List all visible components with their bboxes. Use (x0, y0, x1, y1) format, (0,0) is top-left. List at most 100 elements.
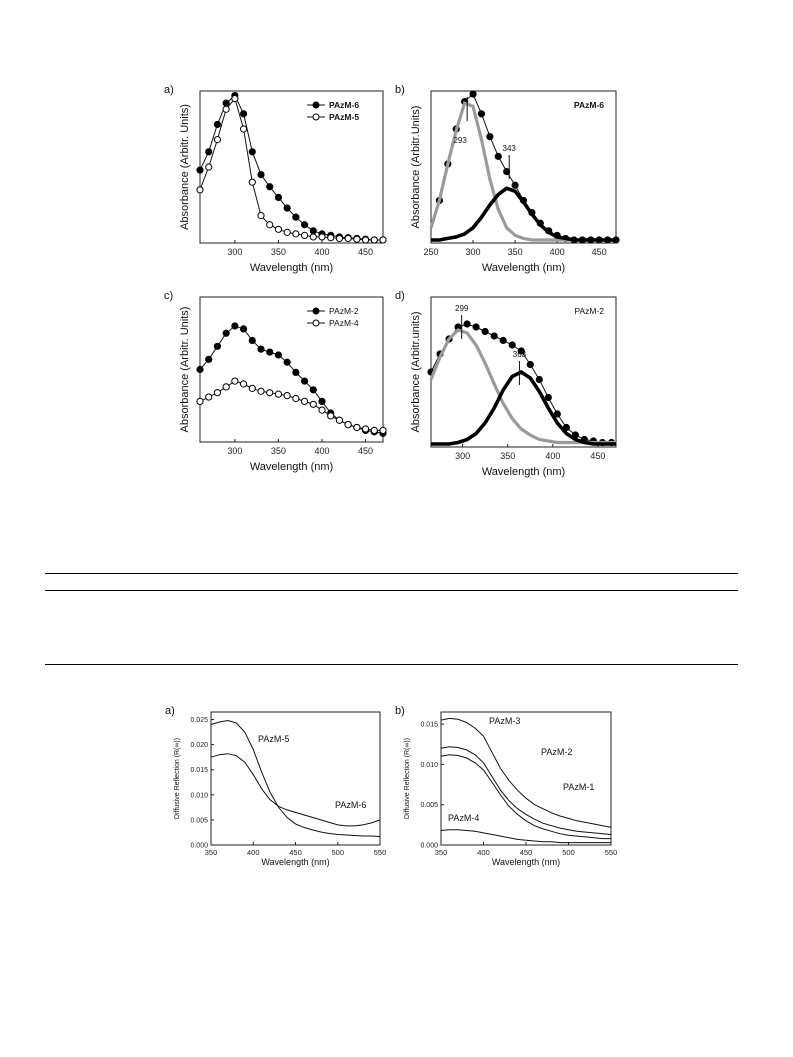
data-point (248, 148, 256, 156)
x-tick-label: 500 (331, 848, 344, 857)
series-line (429, 101, 616, 242)
inset-label: PAzM-6 (574, 100, 604, 110)
y-tick-label: 0.020 (190, 742, 208, 749)
y-tick-label: 0.010 (190, 792, 208, 799)
y-tick-label: 0.010 (420, 762, 438, 769)
x-tick-label: 300 (466, 247, 481, 257)
data-point (266, 221, 274, 229)
data-point (239, 325, 248, 333)
x-tick-label: 400 (550, 247, 565, 257)
data-point (283, 228, 291, 236)
chart-panel-4: 300 350 400 450 Wavelength (nm) Absorbance (A… (395, 290, 617, 478)
x-tick-label: 350 (435, 848, 448, 857)
data-point (266, 389, 274, 397)
legend-marker (312, 101, 320, 109)
x-axis-label: Wavelength (nm) (250, 461, 333, 473)
data-point (535, 375, 543, 384)
data-point (344, 421, 352, 429)
legend-label: PAzM-4 (329, 318, 359, 328)
data-point (196, 166, 204, 174)
data-point (222, 329, 230, 337)
data-point (205, 355, 213, 363)
data-point (239, 110, 248, 118)
series-label: PAzM-5 (258, 734, 289, 744)
data-point (231, 322, 239, 330)
data-point (266, 348, 274, 356)
panel-label: b) (395, 705, 405, 717)
data-point (490, 332, 498, 340)
peak-label: 363 (513, 350, 527, 359)
data-point (544, 393, 552, 402)
x-tick-label: 300 (455, 451, 470, 461)
x-tick-label: 400 (314, 446, 329, 456)
legend-marker (312, 307, 320, 315)
data-point (370, 426, 378, 434)
data-point (257, 171, 265, 179)
data-point (499, 336, 507, 345)
data-point (213, 120, 222, 129)
plot-frame (430, 90, 617, 244)
series-line (210, 753, 381, 827)
data-point (283, 358, 291, 366)
series-line (429, 328, 616, 445)
plot-frame (440, 711, 612, 846)
data-point (472, 323, 480, 331)
series-line (440, 746, 612, 835)
data-point (231, 95, 239, 103)
data-point (300, 377, 309, 385)
x-tick-label: 550 (605, 848, 618, 857)
panel-label: c) (164, 290, 173, 302)
series-line (431, 186, 616, 242)
data-point (213, 342, 222, 350)
y-axis-label: Absorbance (Arbitr.Units) (410, 106, 422, 229)
series-label: PAzM-1 (563, 782, 594, 792)
data-point (205, 148, 213, 156)
y-tick-label: 0.015 (190, 767, 208, 774)
data-point (257, 345, 265, 353)
data-point (481, 327, 489, 336)
data-point (257, 212, 265, 220)
data-point (213, 136, 222, 144)
data-point (196, 365, 204, 374)
series-line (440, 829, 611, 844)
data-point (300, 397, 309, 405)
data-point (309, 386, 317, 394)
x-tick-label: 350 (271, 446, 286, 456)
data-point (222, 99, 230, 107)
x-axis-label: Wavelength (nm) (261, 857, 329, 867)
data-point (292, 230, 300, 238)
data-point (266, 183, 274, 191)
data-point (503, 167, 511, 176)
inset-label: PAzM-2 (574, 306, 604, 316)
data-point (222, 105, 230, 113)
data-point (335, 416, 344, 424)
chart-panel-1: 300 350 400 450 Wavelength (nm) Absorbance (A… (164, 84, 387, 274)
data-point (361, 236, 370, 244)
x-tick-label: 400 (545, 451, 560, 461)
table-bottom-rule (45, 664, 738, 666)
data-point (353, 235, 361, 243)
data-point (222, 383, 230, 391)
series-line (199, 94, 383, 241)
x-tick-label: 300 (227, 247, 242, 257)
panel-label: a) (164, 84, 174, 96)
chart-panel-5: 350 400 450 500 550 0.000 0.005 0.010 0.015 0.020… (165, 705, 386, 867)
y-tick-label: 0.025 (190, 717, 208, 724)
data-point (511, 181, 519, 189)
data-point (292, 213, 300, 221)
series-label: PAzM-4 (448, 813, 479, 823)
data-point (205, 393, 213, 401)
y-axis-label: Diffusive Reflection (R(∞)) (174, 738, 181, 819)
data-point (477, 110, 486, 118)
data-point (318, 406, 326, 414)
series-line (199, 380, 383, 431)
series-line (431, 369, 616, 446)
data-point (327, 234, 335, 242)
data-point (486, 133, 494, 141)
x-tick-label: 350 (500, 451, 515, 461)
series-line (210, 719, 381, 837)
y-tick-label: 0.000 (190, 843, 208, 850)
data-point (318, 233, 326, 241)
data-point (274, 390, 283, 398)
series-line (438, 93, 616, 241)
